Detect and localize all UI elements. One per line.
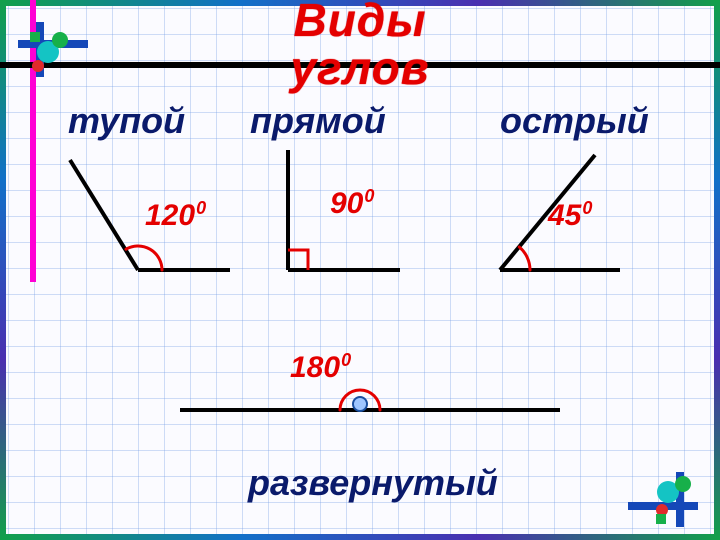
angles-svg bbox=[0, 0, 720, 540]
corner-deco-bottom-right bbox=[628, 472, 698, 527]
corner-deco-top-left bbox=[18, 22, 88, 77]
stage: Виды углов тупой прямой острый развернут… bbox=[0, 0, 720, 540]
